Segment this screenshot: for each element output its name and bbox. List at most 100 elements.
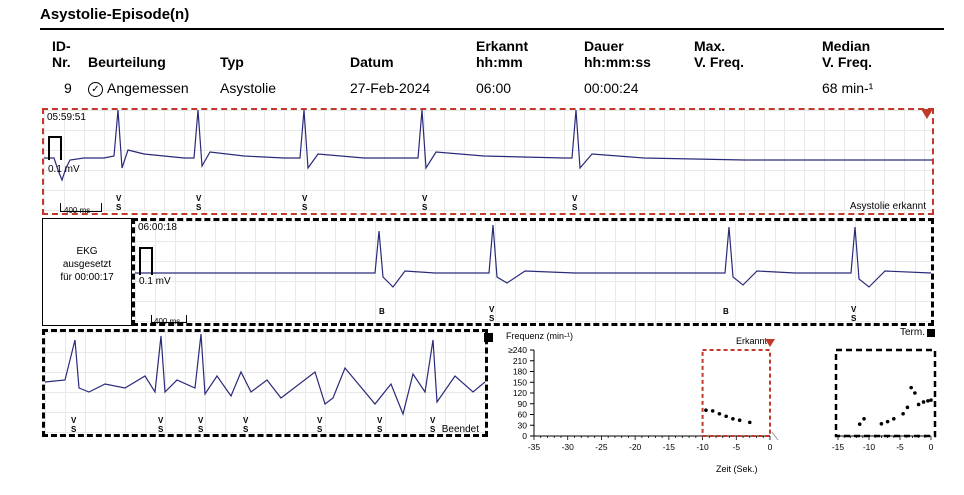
calibration-pulse xyxy=(139,247,153,275)
row-rating[interactable]: ✓ Angemessen xyxy=(88,80,189,97)
y-tick-label: 90 xyxy=(518,399,528,409)
data-point xyxy=(921,400,926,404)
page-title: Asystolie-Episode(n) xyxy=(40,6,190,23)
data-point xyxy=(885,419,890,424)
data-point xyxy=(862,417,866,421)
end-square-icon xyxy=(484,333,493,342)
strip1-cal: 0.1 mV xyxy=(48,164,80,175)
row-date: 27-Feb-2024 xyxy=(350,80,431,96)
y-tick-label: 180 xyxy=(513,367,527,377)
data-point xyxy=(731,417,735,421)
x-tick-label: -10 xyxy=(696,442,709,452)
row-type: Asystolie xyxy=(220,80,277,96)
header-duration: Dauer hh:mm:ss xyxy=(584,38,651,70)
y-tick-label: 150 xyxy=(513,377,527,387)
y-tick-label: 210 xyxy=(513,356,527,366)
y-tick-label: 120 xyxy=(513,388,527,398)
frequency-chart: Frequenz (min-¹) Zeit (Sek.) ≥240 210 180 150… xyxy=(494,330,944,480)
asystole-detected-label: Asystolie erkannt xyxy=(849,201,926,212)
header-type: Typ xyxy=(220,54,244,70)
x-tick-label: -5 xyxy=(733,442,741,452)
data-point xyxy=(892,417,896,421)
data-point xyxy=(737,418,742,423)
data-point xyxy=(747,420,752,425)
ecg-trace-2 xyxy=(135,224,931,288)
paused-label-3: für 00:00:17 xyxy=(60,272,114,283)
y-tick-label: 60 xyxy=(518,410,528,420)
ecg-trace-3 xyxy=(45,333,485,416)
x-tick-label: -35 xyxy=(528,442,541,452)
header-rating: Beurteilung xyxy=(88,54,166,70)
row-id: 9 xyxy=(64,80,72,96)
header-date: Datum xyxy=(350,54,394,70)
data-point xyxy=(857,422,862,426)
end-window-box xyxy=(834,348,937,438)
b-marker: B xyxy=(379,307,385,316)
x-tick-label: -20 xyxy=(629,442,642,452)
strip2-time: 06:00:18 xyxy=(138,222,177,233)
b-marker: B xyxy=(723,307,729,316)
strip2-scale: 400 ms xyxy=(154,317,181,326)
y-tick-label: 30 xyxy=(518,420,528,430)
x-tick-label: -15 xyxy=(663,442,676,452)
x-tick-label: -10 xyxy=(863,442,876,452)
ecg-paused-panel: EKG ausgesetzt für 00:00:17 xyxy=(42,218,132,326)
detected-marker-icon xyxy=(765,339,775,347)
x-tick-label: 0 xyxy=(929,442,934,452)
header-id: ID- Nr. xyxy=(52,38,71,70)
row-detected: 06:00 xyxy=(476,80,512,96)
detected-window-box xyxy=(701,349,771,437)
header-max-vfreq: Max. V. Freq. xyxy=(694,38,745,70)
frequency-chart-svg: Frequenz (min-¹) Zeit (Sek.) ≥240210180150… xyxy=(506,331,937,474)
data-point xyxy=(913,391,917,395)
data-point xyxy=(717,411,722,416)
header-detected: Erkannt hh:mm xyxy=(476,38,529,70)
strip2-cal: 0.1 mV xyxy=(139,276,171,287)
chart-xlabel: Zeit (Sek.) xyxy=(716,464,758,474)
x-tick-label: -15 xyxy=(832,442,845,452)
y-tick-label: ≥240 xyxy=(508,345,527,355)
ecg-trace-1 xyxy=(44,110,932,182)
data-point xyxy=(916,402,921,407)
data-point xyxy=(901,411,905,416)
row-median: 68 min-¹ xyxy=(822,80,874,96)
x-tick-label: -5 xyxy=(896,442,904,452)
paused-label-2: ausgesetzt xyxy=(62,259,112,270)
data-point xyxy=(704,408,708,412)
x-tick-label: -25 xyxy=(595,442,608,452)
header-median-vfreq: Median V. Freq. xyxy=(822,38,873,70)
scale-bar xyxy=(60,203,102,212)
title-divider xyxy=(40,28,944,30)
x-tick-label: 0 xyxy=(768,442,773,452)
data-point xyxy=(710,409,715,413)
data-point xyxy=(909,385,913,390)
data-point xyxy=(926,399,930,403)
data-point xyxy=(905,405,910,410)
scale-bar xyxy=(151,315,187,323)
term-square-icon xyxy=(927,329,935,337)
row-duration: 00:00:24 xyxy=(584,80,639,96)
data-point xyxy=(879,422,884,426)
data-point xyxy=(724,414,728,419)
paused-label-1: EKG xyxy=(76,246,98,257)
x-tick-label: -30 xyxy=(562,442,575,452)
term-label: Term. xyxy=(900,327,925,338)
data-point xyxy=(929,398,933,402)
strip1-scale: 400 ms xyxy=(64,206,91,215)
